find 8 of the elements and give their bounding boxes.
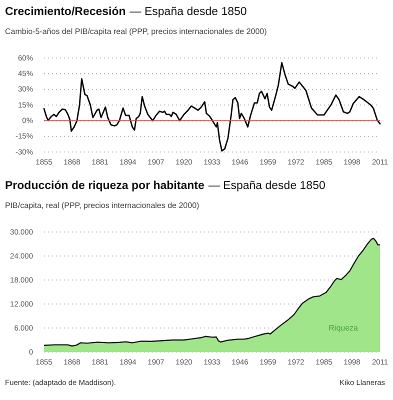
chart-subtitle: — España desde 1850 [208,180,326,192]
line-series [43,62,381,152]
y-axis-title: PIB/capita, real (PPP, precios internacionales de 2000) [5,201,200,210]
y-axis-title: Cambio-5-años del PIB/capita real (PPP, precios internacionales de 2000) [5,27,268,36]
series-label: Riqueza [328,323,359,332]
chart-title: Crecimiento/Recesión [5,6,126,18]
chart-title: Producción de riqueza por habitante [5,180,204,192]
chart-subtitle: — España desde 1850 [130,6,247,18]
